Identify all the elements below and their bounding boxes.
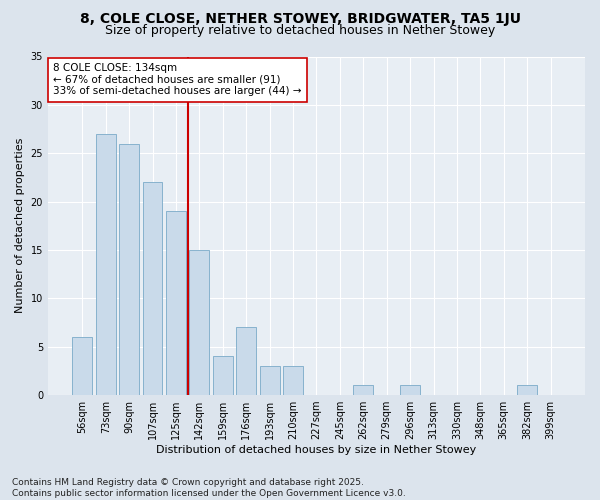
Bar — [353, 386, 373, 395]
Text: 8, COLE CLOSE, NETHER STOWEY, BRIDGWATER, TA5 1JU: 8, COLE CLOSE, NETHER STOWEY, BRIDGWATER… — [79, 12, 521, 26]
Text: Size of property relative to detached houses in Nether Stowey: Size of property relative to detached ho… — [105, 24, 495, 37]
Bar — [517, 386, 537, 395]
X-axis label: Distribution of detached houses by size in Nether Stowey: Distribution of detached houses by size … — [157, 445, 476, 455]
Bar — [213, 356, 233, 395]
Bar — [166, 212, 186, 395]
Bar — [96, 134, 116, 395]
Bar — [236, 328, 256, 395]
Bar — [283, 366, 303, 395]
Bar — [73, 337, 92, 395]
Text: 8 COLE CLOSE: 134sqm
← 67% of detached houses are smaller (91)
33% of semi-detac: 8 COLE CLOSE: 134sqm ← 67% of detached h… — [53, 64, 302, 96]
Bar — [260, 366, 280, 395]
Y-axis label: Number of detached properties: Number of detached properties — [15, 138, 25, 314]
Bar — [143, 182, 163, 395]
Bar — [400, 386, 420, 395]
Text: Contains HM Land Registry data © Crown copyright and database right 2025.
Contai: Contains HM Land Registry data © Crown c… — [12, 478, 406, 498]
Bar — [119, 144, 139, 395]
Bar — [190, 250, 209, 395]
